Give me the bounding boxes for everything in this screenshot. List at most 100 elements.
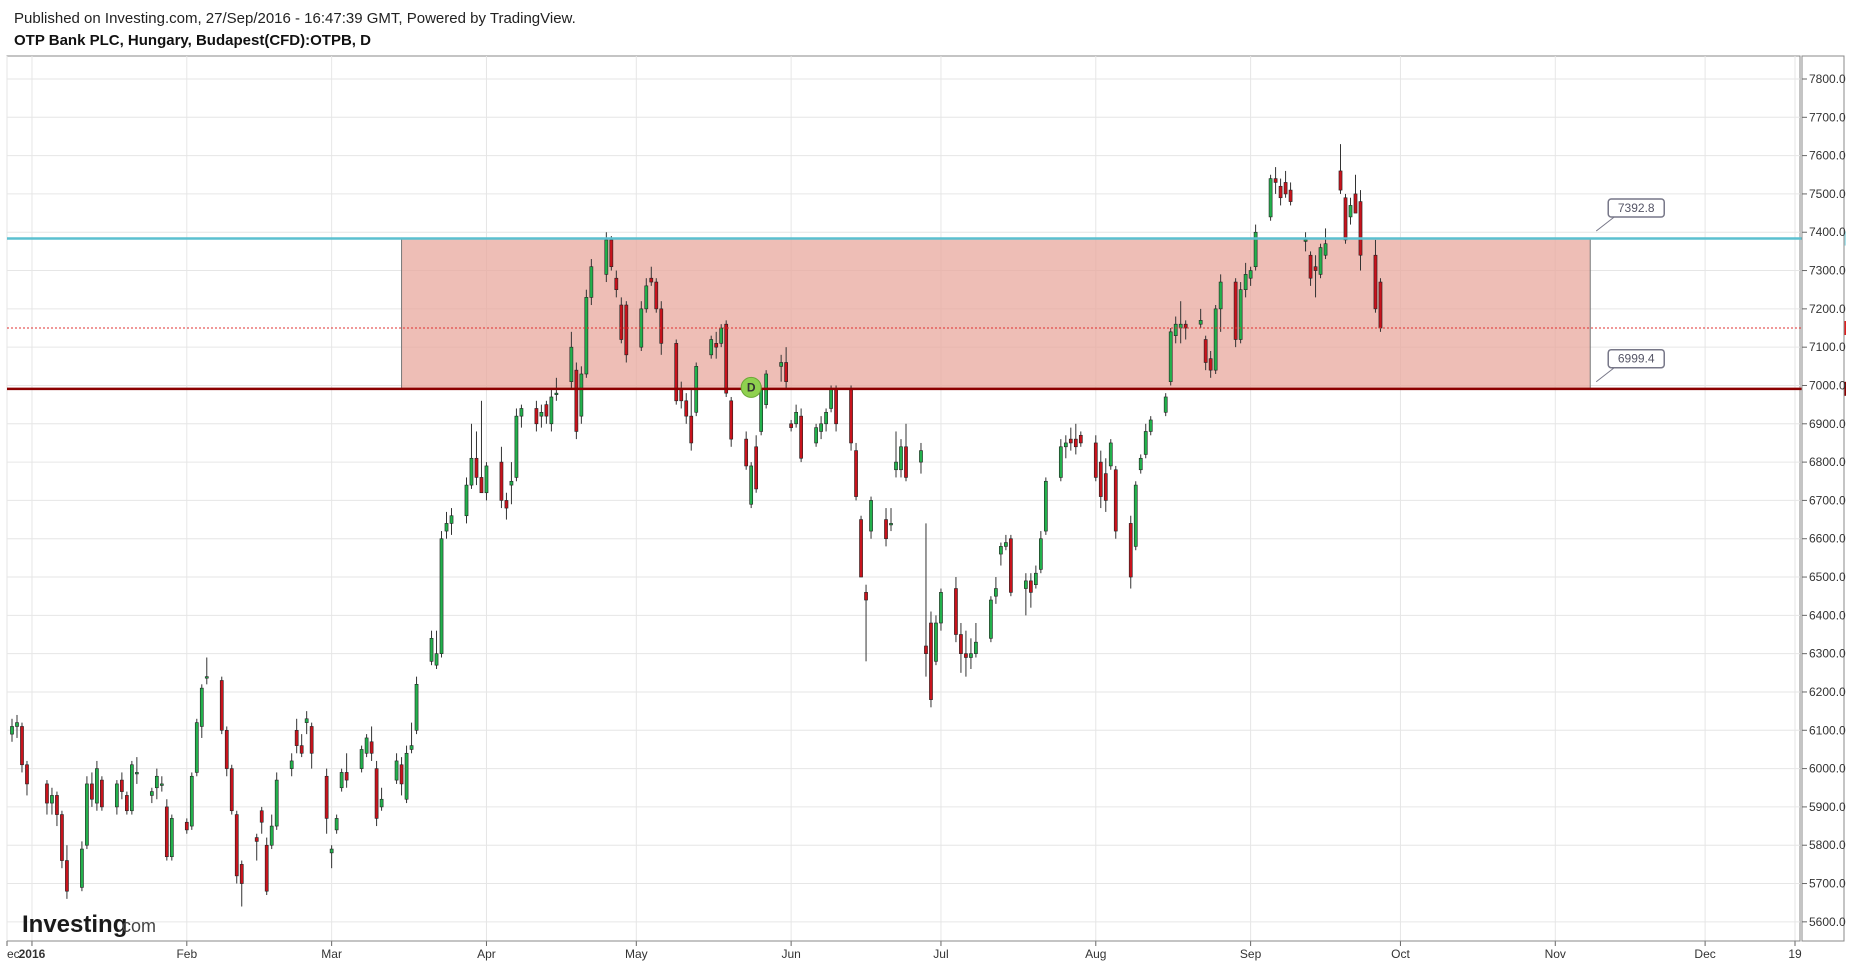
- candle-body: [299, 745, 304, 754]
- candle-body: [1173, 323, 1178, 336]
- y-tick-label: 7100.0: [1809, 340, 1846, 354]
- candle-body: [1093, 442, 1098, 478]
- candle-body: [100, 779, 104, 808]
- y-tick-label: 7800.0: [1809, 72, 1846, 86]
- dividend-marker: [740, 376, 762, 398]
- candle-body: [25, 764, 29, 785]
- candle-body: [444, 523, 449, 532]
- candle-body: [479, 477, 484, 494]
- candle-body: [1009, 538, 1013, 593]
- candle-body: [709, 339, 714, 356]
- candle-body: [10, 726, 14, 735]
- candle-body: [679, 389, 684, 402]
- candle-body: [744, 438, 749, 467]
- callout-pointer: [1595, 367, 1615, 383]
- candle-body: [1268, 178, 1273, 218]
- y-tick-label: 7400.0: [1809, 225, 1846, 239]
- x-tick-label: 19: [1788, 947, 1802, 961]
- candle-body: [784, 362, 788, 382]
- candle-body: [339, 772, 344, 789]
- candle-body: [969, 653, 973, 658]
- candle-body: [1103, 473, 1108, 501]
- candle-body: [514, 415, 519, 478]
- candle-body: [934, 622, 938, 662]
- candle-body: [120, 779, 124, 792]
- x-tick-label: Oct: [1391, 947, 1410, 961]
- y-tick-label: 6700.0: [1809, 493, 1846, 507]
- x-tick-label: Dec: [1694, 947, 1715, 961]
- candle-body: [309, 726, 314, 754]
- candle-body: [894, 461, 898, 471]
- candle-body: [854, 450, 858, 497]
- candle-body: [344, 772, 349, 781]
- candle-body: [1373, 254, 1378, 310]
- candle-body: [1238, 289, 1243, 340]
- candle-body: [569, 346, 574, 382]
- grid: [6, 55, 1801, 942]
- y-tick-label: 5900.0: [1809, 800, 1846, 814]
- candle-body: [759, 389, 764, 432]
- candle-body: [509, 480, 514, 486]
- candle-body: [1208, 358, 1213, 371]
- candle-body: [1203, 339, 1208, 363]
- candle-body: [1348, 205, 1353, 218]
- candle-body: [654, 281, 659, 310]
- candle-body: [1323, 243, 1328, 256]
- candle-body: [464, 484, 469, 517]
- candle-body: [474, 457, 479, 478]
- candle-body: [729, 400, 734, 440]
- candle-body: [95, 768, 99, 804]
- candle-body: [85, 783, 89, 846]
- candle-body: [1233, 281, 1238, 340]
- candle-body: [329, 848, 334, 854]
- candle-body: [20, 726, 24, 766]
- candle-body: [1029, 580, 1033, 593]
- candle-body: [1038, 538, 1043, 570]
- candle-body: [614, 277, 619, 291]
- y-tick-label: 6200.0: [1809, 685, 1846, 699]
- y-tick-label: 5700.0: [1809, 877, 1846, 891]
- candle-body: [60, 814, 64, 861]
- y-tick-label: 5600.0: [1809, 915, 1846, 929]
- candle-body: [824, 411, 828, 425]
- candle-body: [1148, 419, 1153, 432]
- candle-body: [924, 645, 928, 654]
- axes: 5600.0 5700.0 5800.0 5900.0 6000.0 6100.0 6200…: [6, 55, 1846, 961]
- callout-box: [1607, 198, 1665, 218]
- candle-body: [939, 592, 943, 624]
- candle-body: [199, 687, 204, 727]
- y-tick-label: 7700.0: [1809, 110, 1846, 124]
- candle-body: [929, 622, 933, 700]
- candle-body: [90, 783, 94, 800]
- candle-body: [714, 343, 719, 348]
- candle-body: [149, 791, 154, 796]
- logo-suffix: .com: [117, 916, 156, 936]
- candle-body: [224, 729, 229, 769]
- candle-body: [619, 304, 624, 340]
- candle-body: [379, 798, 384, 808]
- candle-body: [469, 457, 474, 486]
- price-axis-panel: [1801, 55, 1845, 942]
- candle-body: [164, 806, 169, 858]
- candle-body: [194, 722, 199, 773]
- candle-body: [1128, 523, 1133, 578]
- candle-body: [604, 239, 609, 275]
- candle-body: [154, 775, 159, 789]
- candle-body: [684, 400, 689, 417]
- candle-body: [264, 844, 269, 892]
- y-tick-label: 6100.0: [1809, 723, 1846, 737]
- candle-body: [359, 749, 364, 769]
- candle-body: [374, 768, 379, 819]
- x-tick-label: Mar: [321, 947, 342, 961]
- candle-body: [589, 266, 594, 298]
- candle-body: [1078, 434, 1083, 444]
- chart-title: OTP Bank PLC, Hungary, Budapest(CFD):OTP…: [14, 32, 371, 49]
- y-tick-label: 6900.0: [1809, 417, 1846, 431]
- candle-body: [1313, 266, 1318, 271]
- x-tick-label: Feb: [176, 947, 197, 961]
- candle-body: [15, 722, 19, 727]
- candle-body: [1288, 189, 1293, 202]
- candle-body: [1353, 193, 1358, 214]
- candle-body: [1024, 580, 1028, 589]
